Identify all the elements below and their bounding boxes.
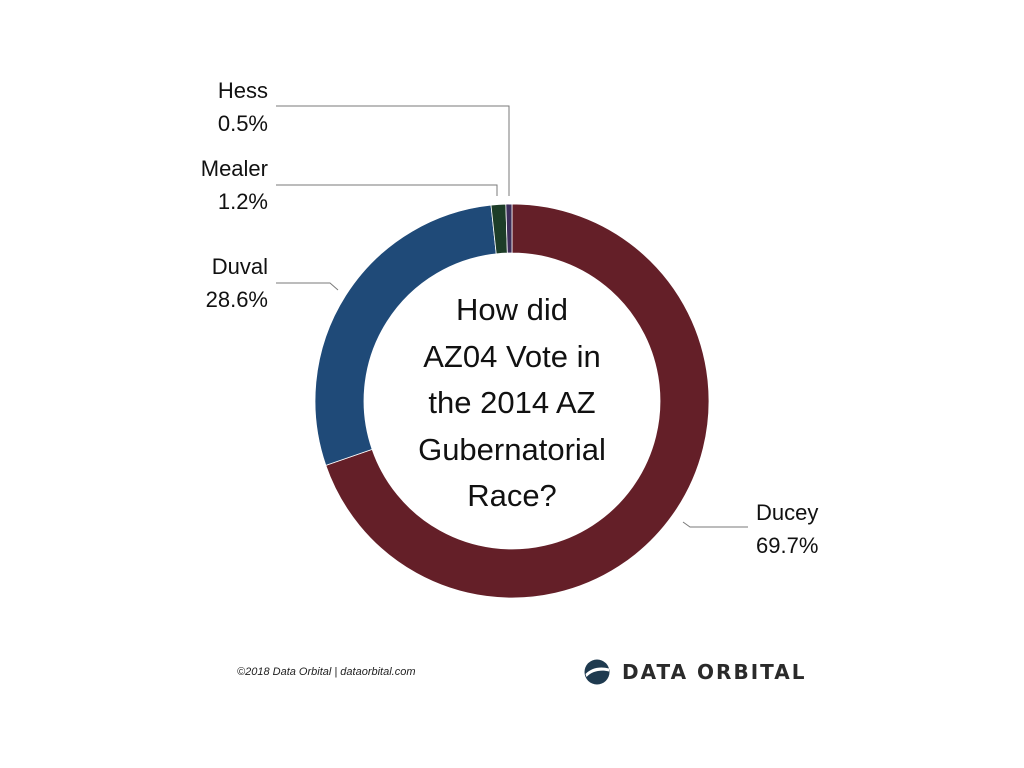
slice-label-mealer: Mealer 1.2% (201, 152, 268, 218)
orbital-logo-icon (584, 659, 610, 685)
slice-label-name: Duval (211, 254, 268, 279)
slice-label-hess: Hess 0.5% (218, 74, 268, 140)
leader-line-duval (276, 282, 339, 291)
slice-ducey (325, 203, 710, 599)
chart-title-line: Gubernatorial (418, 431, 606, 467)
slice-label-duval: Duval 28.6% (206, 250, 268, 316)
slice-label-value: 28.6% (205, 287, 268, 312)
slice-label-value: 0.5% (217, 111, 268, 136)
slices-group (314, 203, 710, 599)
slice-label-ducey: Ducey 69.7% (756, 496, 818, 562)
slice-label-value: 1.2% (217, 189, 268, 214)
chart-title-line: the 2014 AZ (428, 385, 596, 420)
brand: DATA ORBITAL (584, 656, 806, 688)
slice-hess (505, 203, 513, 254)
slice-label-name: Ducey (756, 500, 819, 525)
chart-title-line: AZ04 Vote in (423, 338, 601, 374)
footer-credit: ©2018 Data Orbital | dataorbital.com (237, 666, 416, 678)
leader-line-hess (276, 105, 510, 196)
slice-label-name: Mealer (200, 156, 268, 181)
chart-title-line: Race? (467, 478, 557, 513)
slice-label-name: Hess (217, 78, 268, 103)
chart-title: How did AZ04 Vote in the 2014 AZ Guberna… (402, 287, 622, 527)
slice-label-value: 69.7% (756, 533, 819, 558)
leader-lines (276, 105, 748, 528)
brand-name: DATA ORBITAL (622, 660, 807, 684)
leader-line-mealer (276, 184, 498, 196)
chart-title-line: How did (456, 292, 568, 327)
leader-line-ducey (682, 521, 748, 528)
